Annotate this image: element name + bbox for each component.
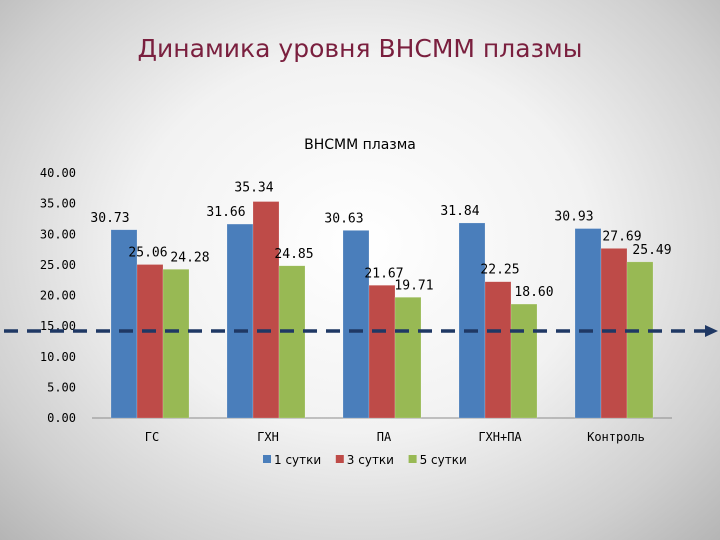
data-label: 25.06 bbox=[128, 246, 167, 261]
bar bbox=[458, 222, 486, 419]
y-tick-label: 35.00 bbox=[40, 197, 76, 211]
data-label: 18.60 bbox=[514, 285, 553, 300]
bar bbox=[110, 229, 138, 419]
legend-label: 5 сутки bbox=[420, 453, 467, 467]
category-label: ГС bbox=[145, 430, 159, 444]
bar bbox=[510, 303, 538, 419]
category-label: Контроль bbox=[587, 430, 645, 444]
bar bbox=[278, 265, 306, 419]
bar bbox=[368, 285, 396, 419]
bar bbox=[574, 228, 602, 419]
data-label: 31.84 bbox=[440, 204, 479, 219]
data-label: 19.71 bbox=[394, 278, 433, 293]
bar bbox=[136, 264, 164, 419]
data-label: 31.66 bbox=[206, 205, 245, 220]
data-label: 24.28 bbox=[170, 250, 209, 265]
data-label: 24.85 bbox=[274, 247, 313, 262]
data-label: 30.93 bbox=[554, 210, 593, 225]
y-tick-label: 25.00 bbox=[40, 258, 76, 272]
category-label: ГХН bbox=[257, 430, 279, 444]
data-label: 27.69 bbox=[602, 229, 641, 244]
legend-swatch bbox=[335, 455, 344, 463]
bar bbox=[600, 248, 628, 419]
data-label: 30.63 bbox=[324, 211, 363, 226]
legend-swatch bbox=[263, 455, 271, 463]
reference-arrow-icon bbox=[705, 325, 718, 338]
data-label: 21.67 bbox=[364, 266, 403, 281]
y-tick-label: 20.00 bbox=[40, 289, 76, 303]
chart-title: ВНСММ плазма bbox=[304, 137, 416, 153]
data-label: 25.49 bbox=[632, 243, 671, 258]
bar bbox=[342, 230, 370, 419]
data-label: 22.25 bbox=[480, 263, 519, 278]
bar bbox=[626, 261, 654, 419]
bar bbox=[162, 269, 190, 419]
bar bbox=[394, 297, 422, 419]
bar bbox=[252, 201, 280, 419]
legend-label: 3 сутки bbox=[347, 453, 394, 467]
y-tick-label: 40.00 bbox=[40, 166, 76, 180]
legend-label: 1 сутки bbox=[274, 453, 321, 467]
slide-title: Динамика уровня ВНСММ плазмы bbox=[137, 34, 583, 63]
bar bbox=[484, 281, 512, 419]
bar bbox=[226, 223, 254, 419]
y-tick-label: 15.00 bbox=[40, 319, 76, 333]
y-tick-label: 30.00 bbox=[40, 227, 76, 241]
y-tick-label: 5.00 bbox=[47, 380, 76, 394]
category-label: ГХН+ПА bbox=[478, 430, 522, 444]
y-tick-label: 0.00 bbox=[47, 411, 76, 425]
category-label: ПА bbox=[377, 430, 392, 444]
data-label: 35.34 bbox=[234, 181, 273, 196]
legend-swatch bbox=[408, 455, 417, 463]
y-tick-label: 10.00 bbox=[40, 350, 76, 364]
data-label: 30.73 bbox=[90, 211, 129, 226]
